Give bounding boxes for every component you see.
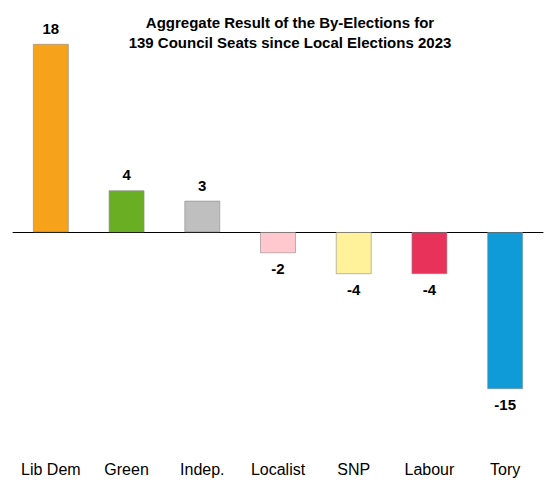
- svg-text:Indep.: Indep.: [180, 461, 224, 478]
- svg-text:-4: -4: [423, 281, 437, 298]
- svg-text:Green: Green: [104, 461, 148, 478]
- svg-text:-4: -4: [347, 281, 361, 298]
- svg-text:3: 3: [198, 177, 206, 194]
- svg-text:-2: -2: [271, 260, 284, 277]
- svg-text:Localist: Localist: [251, 461, 306, 478]
- svg-text:SNP: SNP: [337, 461, 370, 478]
- svg-text:18: 18: [43, 20, 60, 37]
- svg-text:-15: -15: [494, 396, 516, 413]
- svg-text:139 Council Seats since Local: 139 Council Seats since Local Elections …: [129, 34, 452, 51]
- svg-text:Aggregate Result of the By-Ele: Aggregate Result of the By-Elections for: [146, 14, 435, 31]
- svg-text:Labour: Labour: [405, 461, 455, 478]
- svg-text:Tory: Tory: [490, 461, 520, 478]
- svg-text:4: 4: [122, 166, 131, 183]
- svg-text:Lib Dem: Lib Dem: [21, 461, 81, 478]
